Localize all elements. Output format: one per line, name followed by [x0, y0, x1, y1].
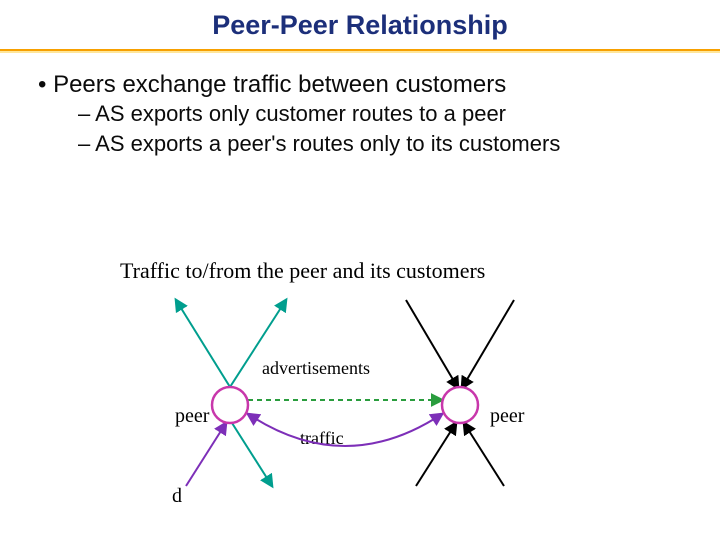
arrow-down-left-teal: [232, 423, 272, 486]
label-peer-left: peer: [175, 405, 209, 428]
traffic-arc: [248, 414, 442, 446]
label-advertisements: advertisements: [262, 358, 370, 379]
content-area: Peers exchange traffic between customers…: [0, 53, 720, 158]
page-title: Peer-Peer Relationship: [0, 0, 720, 49]
label-traffic: traffic: [300, 428, 344, 449]
peer-node-left: [212, 387, 248, 423]
sub-bullet-1: AS exports only customer routes to a pee…: [78, 99, 700, 129]
arrow-up-left-1: [176, 300, 230, 387]
label-peer-right: peer: [490, 405, 524, 428]
diagram-caption: Traffic to/from the peer and its custome…: [120, 258, 485, 284]
arrow-up-right-1: [406, 300, 458, 388]
arrow-down-left-purple: [186, 423, 226, 486]
sub-bullet-2: AS exports a peer's routes only to its c…: [78, 129, 700, 159]
peer-node-right: [442, 387, 478, 423]
label-d: d: [172, 485, 182, 508]
bullet-main: Peers exchange traffic between customers: [38, 71, 700, 99]
arrow-down-right-2: [464, 423, 504, 486]
arrow-up-right-2: [462, 300, 514, 388]
arrow-down-right-1: [416, 423, 456, 486]
